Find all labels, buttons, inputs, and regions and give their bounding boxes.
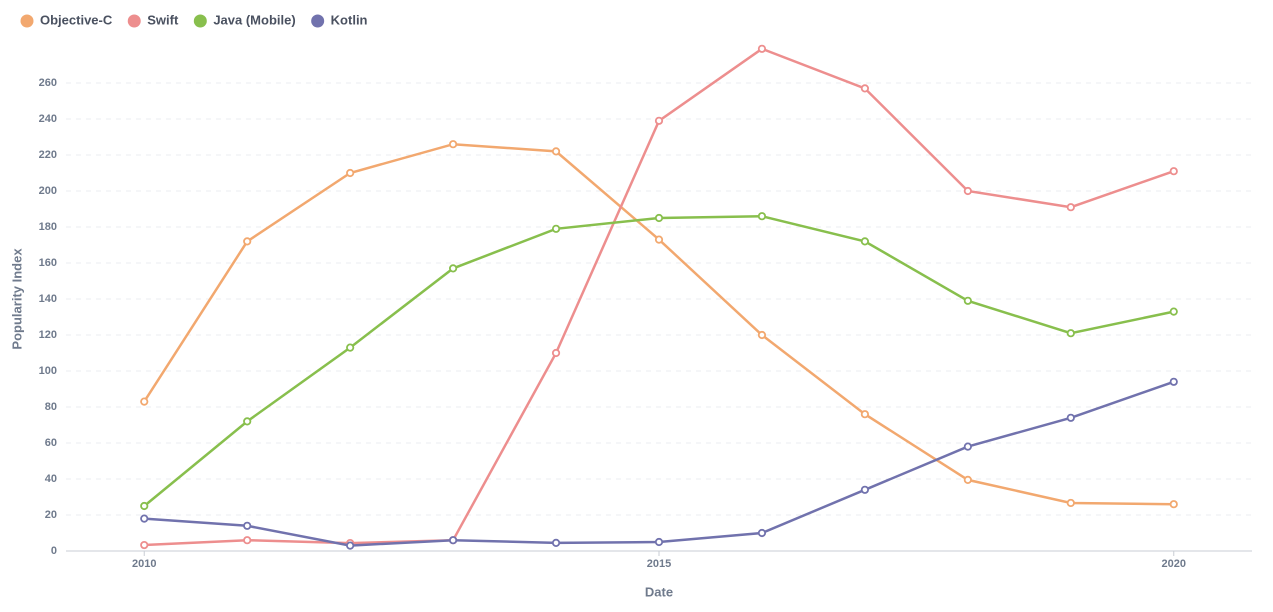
x-tick-label: 2015: [647, 558, 671, 570]
point: [1169, 377, 1178, 386]
legend-label: Java (Mobile): [213, 12, 295, 27]
point: [654, 116, 664, 125]
point: [963, 442, 972, 451]
point: [448, 140, 458, 149]
point: [551, 348, 561, 358]
point: [346, 343, 355, 352]
point: [243, 521, 252, 530]
point: [243, 417, 252, 426]
legend-swatch: [311, 14, 325, 28]
point: [860, 485, 870, 494]
point: [757, 44, 767, 53]
y-tick-label: 240: [39, 113, 57, 125]
legend-swatch: [193, 14, 207, 28]
point: [140, 540, 149, 550]
point: [1169, 167, 1178, 176]
y-axis-title: Popularity Index: [9, 248, 24, 350]
point: [654, 213, 664, 223]
x-axis-title: Date: [645, 584, 673, 599]
point: [757, 528, 767, 538]
y-tick-label: 100: [39, 365, 57, 377]
point: [448, 264, 458, 273]
point: [1066, 413, 1075, 422]
point: [140, 514, 149, 523]
point: [243, 237, 252, 246]
series-line: [144, 380, 1175, 547]
x-tick-label: 2020: [1162, 558, 1186, 570]
point: [1169, 307, 1178, 316]
legend-label: Swift: [147, 12, 179, 27]
point: [654, 235, 664, 244]
y-tick-label: 0: [51, 545, 57, 557]
point: [757, 212, 767, 221]
point: [757, 330, 767, 340]
legend-label: Kotlin: [331, 12, 368, 27]
y-tick-label: 260: [39, 77, 57, 89]
point: [1169, 500, 1178, 509]
point: [140, 397, 149, 406]
y-tick-label: 20: [45, 509, 57, 521]
point: [551, 538, 561, 548]
y-tick-label: 180: [39, 221, 57, 233]
legend-swatch: [127, 14, 141, 28]
y-tick-label: 140: [39, 293, 57, 305]
point: [243, 536, 252, 545]
y-tick-label: 160: [39, 257, 57, 269]
point: [860, 410, 870, 419]
y-tick-label: 80: [45, 401, 57, 413]
point: [860, 84, 870, 93]
x-tick-label: 2010: [132, 558, 156, 570]
point: [551, 224, 561, 233]
legend-swatch: [20, 14, 34, 28]
y-tick-label: 60: [45, 437, 57, 449]
point: [963, 475, 972, 484]
point: [551, 147, 561, 156]
y-tick-label: 220: [39, 149, 57, 161]
y-tick-label: 120: [39, 329, 57, 341]
point: [346, 541, 355, 550]
point: [963, 186, 972, 196]
y-tick-label: 200: [39, 185, 57, 197]
point: [963, 296, 972, 305]
point: [1066, 498, 1075, 508]
point: [1066, 329, 1075, 338]
point: [140, 501, 149, 511]
point: [860, 237, 870, 246]
point: [1066, 203, 1075, 212]
point: [654, 537, 664, 547]
point: [448, 536, 458, 545]
legend-label: Objective-C: [40, 12, 113, 27]
y-tick-label: 40: [45, 473, 57, 485]
series-line: [143, 214, 1175, 507]
point: [346, 168, 355, 178]
